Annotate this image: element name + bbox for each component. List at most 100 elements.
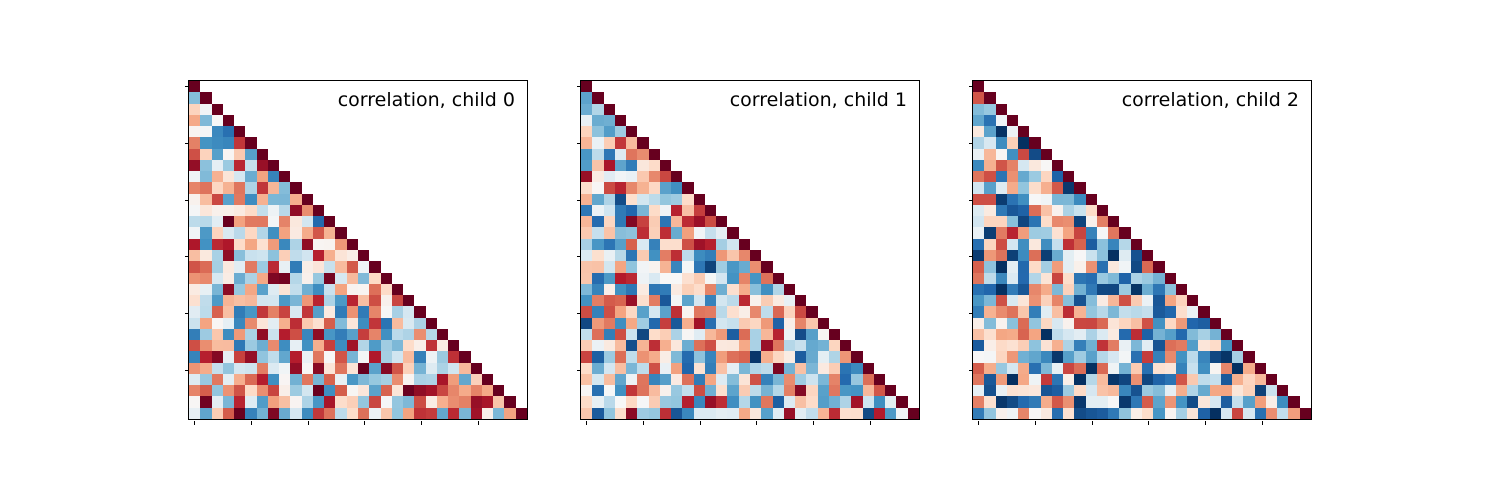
heatmap-cell [637,92,648,103]
heatmap-cell [1063,81,1074,92]
heatmap-cell [1300,408,1311,419]
heatmap-cell [863,396,874,407]
heatmap-cell [626,374,637,385]
heatmap-cell [615,351,626,362]
heatmap-cell [851,385,862,396]
heatmap-cell [626,351,637,362]
heatmap-cell [649,92,660,103]
heatmap-cell [1086,137,1097,148]
heatmap-cell [347,329,358,340]
heatmap-cell [403,205,414,216]
heatmap-cell [1131,216,1142,227]
heatmap-cell [1243,115,1254,126]
heatmap-cell [1243,194,1254,205]
heatmap-cell [212,149,223,160]
heatmap-cell [212,261,223,272]
heatmap-cell [908,385,919,396]
heatmap-cell [358,295,369,306]
heatmap-cell [649,329,660,340]
heatmap-cell [649,149,660,160]
heatmap-cell [279,306,290,317]
heatmap-cell [1266,182,1277,193]
heatmap-cell [908,340,919,351]
heatmap-cell [234,340,245,351]
heatmap-cell [1300,396,1311,407]
heatmap-cell [1018,340,1029,351]
heatmap-cell [1210,194,1221,205]
heatmap-cell [1300,216,1311,227]
heatmap-cell [234,216,245,227]
heatmap-cell [1131,351,1142,362]
heatmap-cell [1232,205,1243,216]
heatmap-cell [727,137,738,148]
heatmap-cell [212,351,223,362]
heatmap-cell [727,351,738,362]
heatmap-cell [818,374,829,385]
heatmap-cell [592,104,603,115]
heatmap-cell [358,396,369,407]
heatmap-cell [682,205,693,216]
heatmap-cell [392,250,403,261]
heatmap-cell [694,306,705,317]
heatmap-cell [392,126,403,137]
heatmap-cell [840,273,851,284]
heatmap-cell [649,284,660,295]
heatmap-cell [358,216,369,227]
heatmap-cell [279,374,290,385]
heatmap-cell [1210,171,1221,182]
heatmap-cell [223,261,234,272]
heatmap-cell [1176,261,1187,272]
heatmap-cell [581,340,592,351]
heatmap-cell [1153,205,1164,216]
heatmap-cell [604,250,615,261]
heatmap-cell [1187,408,1198,419]
heatmap-cell [482,284,493,295]
heatmap-cell [504,273,515,284]
heatmap-cell [234,171,245,182]
heatmap-cell [818,340,829,351]
heatmap-cell [1277,239,1288,250]
heatmap-cell [671,81,682,92]
heatmap-cell [516,261,527,272]
heatmap-cell [459,182,470,193]
heatmap-cell [694,104,705,115]
heatmap-cell [1108,227,1119,238]
heatmap-cell [1221,227,1232,238]
heatmap-cell [1063,239,1074,250]
heatmap-cell [1052,273,1063,284]
heatmap-cell [1210,351,1221,362]
heatmap-cell [795,250,806,261]
heatmap-cell [604,284,615,295]
heatmap-cell [829,126,840,137]
heatmap-cell [335,408,346,419]
heatmap-cell [626,216,637,227]
heatmap-cell [626,149,637,160]
heatmap-cell [459,306,470,317]
heatmap-cell [1029,385,1040,396]
heatmap-cell [604,137,615,148]
heatmap-cell [682,92,693,103]
heatmap-cell [1063,408,1074,419]
heatmap-cell [973,104,984,115]
heatmap-cell [739,182,750,193]
heatmap-cell [1288,385,1299,396]
heatmap-cell [660,115,671,126]
heatmap-cell [459,171,470,182]
heatmap-cell [761,273,772,284]
heatmap-cell [189,408,200,419]
heatmap-cell [694,92,705,103]
heatmap-cell [581,92,592,103]
heatmap-cell [290,385,301,396]
heatmap-cell [493,250,504,261]
heatmap-cell [245,284,256,295]
heatmap-cell [1176,329,1187,340]
heatmap-cell [1221,115,1232,126]
heatmap-cell [682,363,693,374]
heatmap-cell [682,250,693,261]
heatmap-cell [1176,318,1187,329]
heatmap-cell [716,194,727,205]
heatmap-cell [727,374,738,385]
heatmap-cell [1108,306,1119,317]
heatmap-cell [660,194,671,205]
heatmap-cell [347,205,358,216]
